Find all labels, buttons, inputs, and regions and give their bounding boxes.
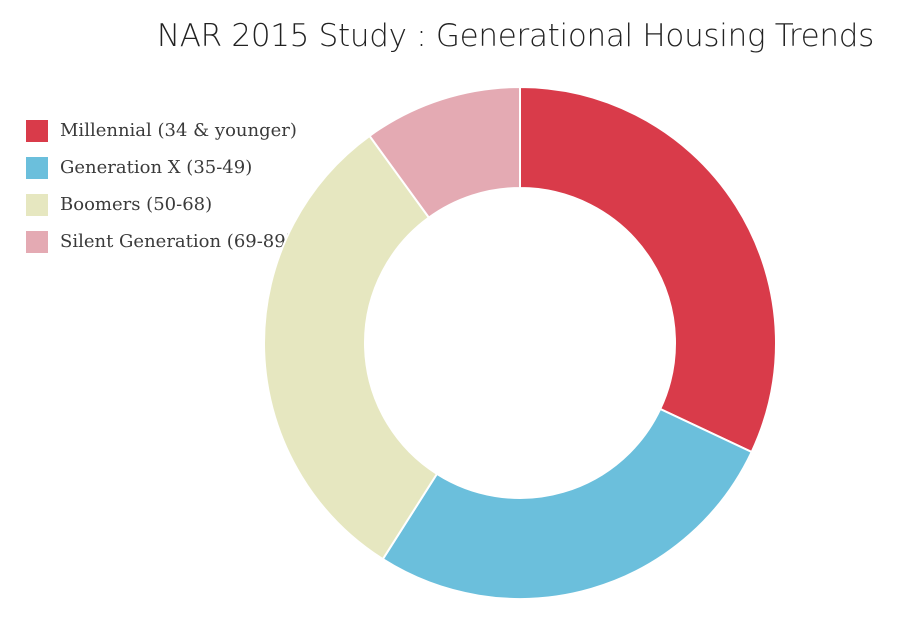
donut-slice-silent-generation[interactable]: [368, 85, 521, 219]
legend-label-silent-generation: Silent Generation (69-89): [60, 231, 293, 252]
donut-slice-millennial[interactable]: [519, 85, 777, 454]
chart-legend: Millennial (34 & younger) Generation X (…: [26, 112, 297, 260]
donut-slice-boomers[interactable]: [263, 134, 439, 561]
legend-item-boomers[interactable]: Boomers (50-68): [26, 186, 297, 223]
legend-swatch-generation-x: [26, 156, 48, 179]
legend-item-millennial[interactable]: Millennial (34 & younger): [26, 112, 297, 149]
legend-swatch-millennial: [26, 119, 48, 142]
legend-label-millennial: Millennial (34 & younger): [60, 120, 297, 141]
donut-slice-generation-x[interactable]: [381, 407, 753, 601]
legend-swatch-silent-generation: [26, 230, 48, 253]
donut-slices: [263, 85, 777, 601]
chart-title: NAR 2015 Study : Generational Housing Tr…: [156, 18, 874, 54]
legend-item-silent-generation[interactable]: Silent Generation (69-89): [26, 223, 297, 260]
legend-swatch-boomers: [26, 193, 48, 216]
legend-item-generation-x[interactable]: Generation X (35-49): [26, 149, 297, 186]
legend-label-boomers: Boomers (50-68): [60, 194, 213, 215]
legend-label-generation-x: Generation X (35-49): [60, 157, 253, 178]
